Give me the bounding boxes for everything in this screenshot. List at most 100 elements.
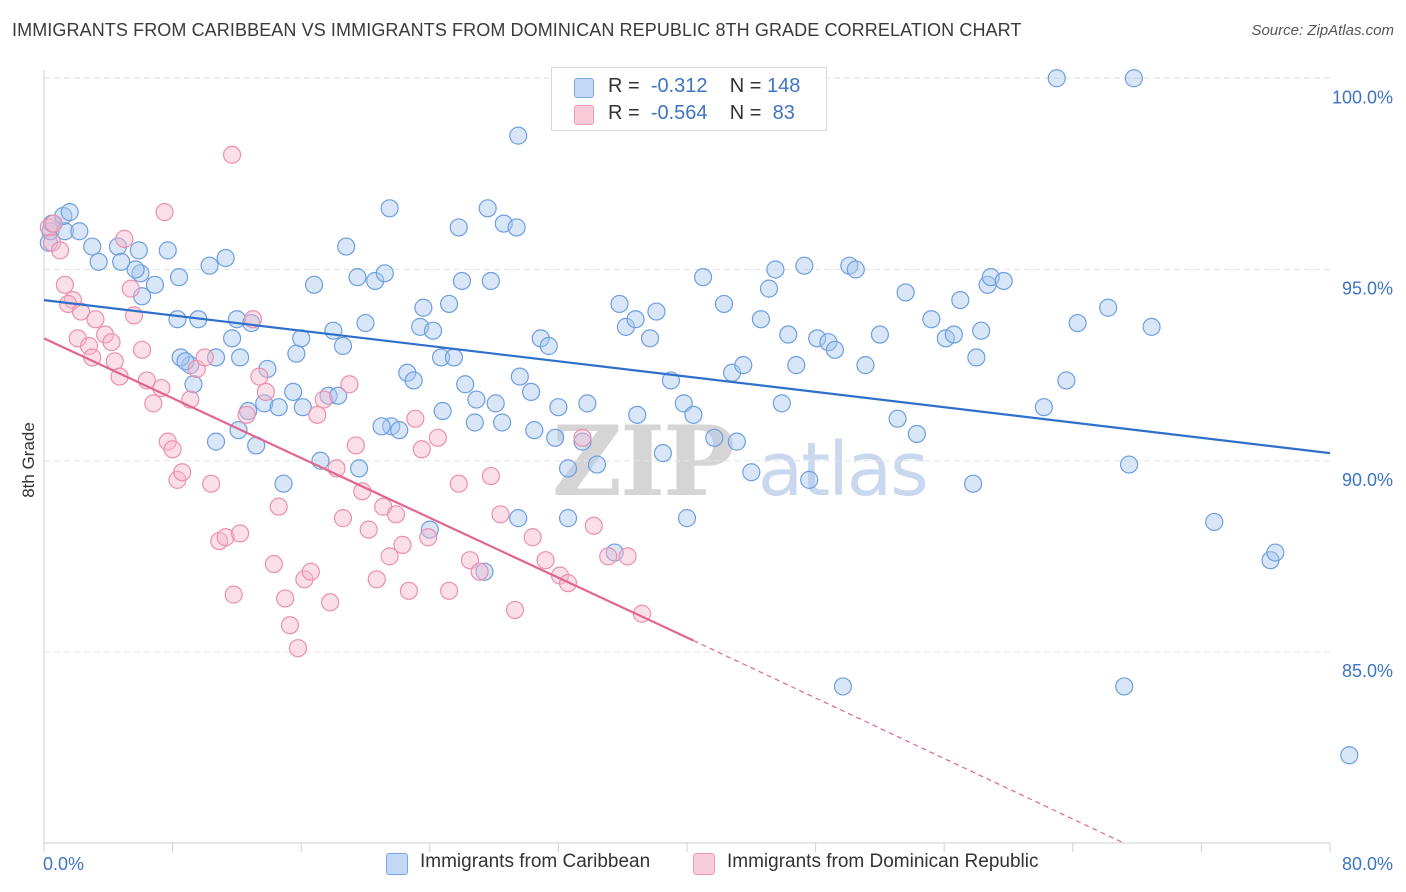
data-point [505,600,525,620]
y-axis-title: 8th Grade [19,422,38,498]
legend-r-value: -0.312 [650,75,708,97]
data-point [727,432,746,451]
data-point [399,581,419,600]
data-point [1119,455,1139,474]
data-point [321,593,340,612]
data-point [964,474,983,493]
data-point [386,505,406,524]
data-point [324,321,343,340]
data-point [509,509,528,528]
data-point [423,321,443,340]
data-point [404,371,423,390]
data-point [742,463,761,482]
data-point [467,390,486,409]
data-point [795,256,814,275]
data-point [60,203,79,222]
legend-n-value: 148 [767,75,801,97]
data-point [348,268,367,287]
data-point [163,440,182,459]
data-point [200,256,219,275]
data-point [800,470,819,489]
data-point [293,398,312,417]
data-point [287,344,306,363]
data-point [169,268,189,287]
data-point [102,333,121,352]
data-point [714,294,734,314]
data-point [229,421,248,440]
data-point [206,432,226,451]
data-point [145,275,165,294]
data-point [337,237,356,256]
data-point [231,524,250,543]
data-point [549,398,568,417]
data-point [772,394,791,413]
data-point [419,528,438,547]
data-point [787,356,806,375]
data-point [521,382,541,401]
data-point [573,428,592,447]
data-point [375,264,394,283]
data-point [766,260,785,279]
data-point [1266,543,1285,562]
data-point [546,428,565,447]
data-point [584,516,603,535]
data-point [412,440,431,459]
data-point [216,528,235,547]
data-point [475,562,494,581]
data-point [951,291,970,310]
data-point [525,421,544,440]
data-point [222,329,242,348]
data-point [274,474,293,493]
legend-stats-caribbean: R = -0.312 N = 148 [608,75,800,98]
data-point [578,394,597,413]
data-point [237,405,256,424]
watermark-atlas: atlas [757,427,929,513]
data-point [734,356,753,375]
data-point [372,417,391,436]
data-point [367,570,386,589]
data-point [269,398,288,417]
series-label-dominican: Immigrants from Dominican Republic [727,851,1039,872]
data-point [1340,746,1359,765]
data-point [558,459,578,478]
data-point [573,432,592,451]
x-tick-label-max: 80.0% [1342,854,1393,874]
data-point [693,268,713,287]
trend-line-dominican-extension [693,639,1125,844]
data-point [276,589,295,608]
data-point [846,260,865,279]
legend-n-label: N = [729,75,762,97]
data-point [89,252,108,271]
data-point [420,520,439,539]
data-point [808,329,827,348]
data-point [414,298,433,317]
data-point [380,199,399,218]
data-point [677,509,697,528]
data-point [1047,69,1066,88]
data-point [333,509,353,528]
data-point [168,310,187,329]
data-point [833,677,853,696]
data-point [44,214,63,233]
data-point [304,275,324,294]
data-point [264,554,283,574]
data-point [856,356,875,375]
data-point [456,375,475,394]
data-point [224,585,243,604]
data-point [759,279,779,298]
data-point [491,505,510,524]
data-point [478,199,497,218]
data-point [329,386,348,405]
data-point [406,409,425,428]
data-point [390,421,409,440]
data-point [439,294,459,314]
data-point [50,241,70,260]
data-point [994,271,1013,291]
data-point [1124,69,1143,88]
data-point [967,348,986,367]
watermark-zip: ZIP [552,405,735,518]
series-caribbean [39,69,1359,765]
data-point [825,340,844,359]
data-point [393,535,412,555]
data-point [129,241,148,260]
